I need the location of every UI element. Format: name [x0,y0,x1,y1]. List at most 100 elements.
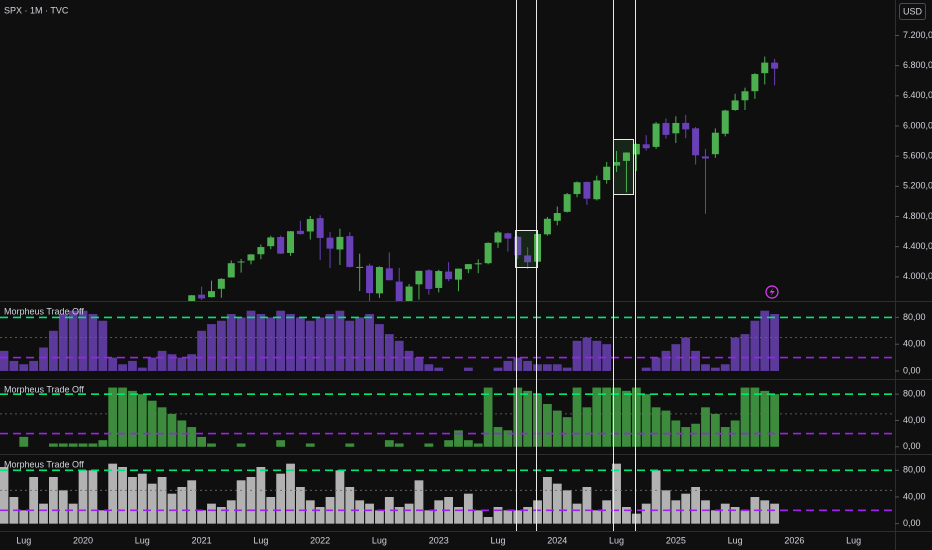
candle-body [326,237,334,249]
histogram-bar [167,354,177,371]
drawings [515,0,636,531]
histogram-bar [463,493,473,524]
candle-body [771,62,779,69]
histogram-bar [68,503,78,524]
y-tick-label: 7.200,00 [903,30,932,40]
candle-body [553,213,561,221]
currency-box[interactable] [899,3,926,20]
histogram-bar [226,500,236,524]
histogram-bar [533,500,542,524]
currency-label[interactable]: USD [903,6,923,16]
y-tick-label: 5.600,00 [903,151,932,161]
histogram-bar [582,487,592,524]
histogram-bar [414,480,424,524]
x-tick-label: Lug [372,535,387,545]
histogram-bar [384,497,394,524]
histogram-bar [641,394,651,447]
histogram-bar [730,337,740,371]
candle-body [257,247,265,255]
histogram-bar [345,443,355,447]
histogram-bar [770,394,780,447]
x-tick-label: Lug [253,535,268,545]
histogram-bar [631,513,641,524]
histogram-bar [88,470,98,524]
pane [0,310,895,371]
histogram-bar [483,517,493,524]
histogram-bar [187,480,197,524]
candle-body [711,132,719,155]
symbol-title: SPX · 1M · TVC [4,5,69,15]
histogram-bar [39,347,48,371]
histogram-bar [671,420,681,447]
histogram-bar [631,387,641,447]
histogram-bar [68,443,78,447]
candle-body [385,268,393,281]
x-tick-label: 2022 [310,535,330,545]
marks [0,56,895,524]
histogram-bar [444,440,453,447]
histogram-bar [108,387,118,447]
histogram-bar [266,317,276,371]
histogram-bar [424,364,434,371]
histogram-bar [384,440,394,447]
histogram-bar [612,463,621,524]
histogram-bar [147,483,157,524]
histogram-bar [533,394,542,447]
histogram-bar [513,510,523,524]
x-tick-label: Lug [609,535,624,545]
candle-body [573,182,581,195]
histogram-bar [730,507,740,524]
histogram-bar [246,310,256,371]
histogram-bar [533,364,542,371]
histogram-bar [760,310,770,371]
histogram-bar [167,413,177,447]
histogram-bar [0,350,9,371]
candle-body [682,122,690,130]
histogram-bar [128,477,137,524]
x-tick-label: 2026 [784,535,804,545]
histogram-bar [582,407,592,447]
x-tick-label: Lug [135,535,150,545]
histogram-bar [137,367,147,371]
histogram-bar [118,387,127,447]
histogram-bar [543,477,552,524]
candle-body [761,62,769,74]
y-tick-label: 6.400,00 [903,90,932,100]
histogram-bar [315,317,325,371]
histogram-bar [760,500,770,524]
candle-body [504,233,512,239]
y-tick-label: 4.400,00 [903,241,932,251]
indicator-title: Morpheus Trade Off [4,384,84,394]
histogram-bar [197,436,206,447]
histogram-bar [770,503,780,524]
histogram-bar [147,400,157,447]
histogram-bar [98,510,108,524]
histogram-bar [187,427,197,447]
histogram-bar [661,410,671,447]
histogram-bar [216,507,226,524]
histogram-bar [651,357,661,371]
histogram-bar [720,364,730,371]
histogram-bar [0,467,9,524]
histogram-bar [98,440,108,447]
histogram-bar [543,364,552,371]
histogram-bar [592,340,602,371]
y-tick-label: 0,00 [903,518,921,528]
candle-body [593,180,601,200]
histogram-bar [256,314,266,371]
histogram-bar [740,510,750,524]
histogram-bar [355,317,365,371]
histogram-bar [750,320,760,371]
x-tick-label: 2021 [192,535,212,545]
histogram-bar [236,317,246,371]
histogram-bar [236,480,246,524]
histogram-bar [523,390,533,447]
histogram-bar [9,360,19,371]
histogram-bar [157,350,167,371]
histogram-bar [434,367,444,371]
histogram-bar [661,490,671,524]
candle-body [188,295,196,301]
histogram-bar [661,350,671,371]
candle-body [721,110,729,134]
